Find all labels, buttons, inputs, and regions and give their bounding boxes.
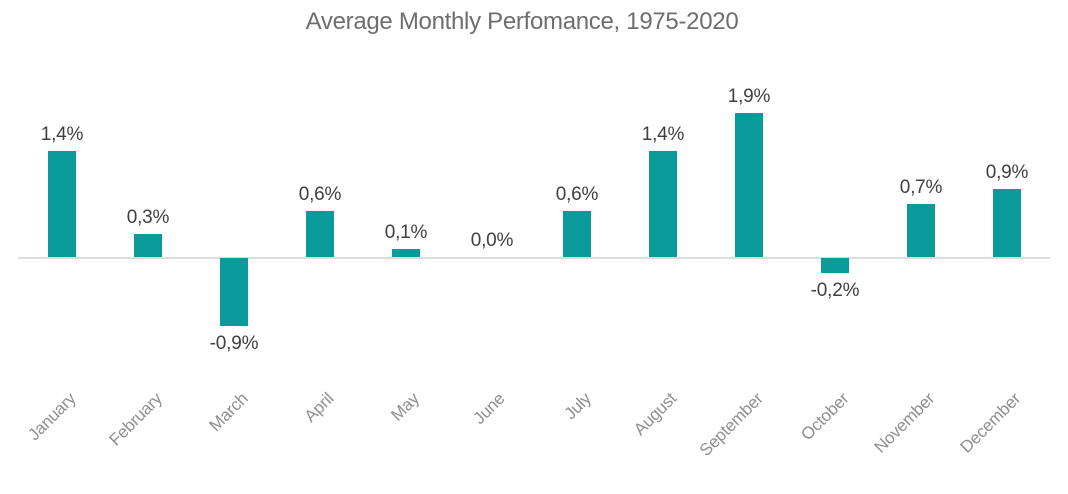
- bar-april: [306, 211, 334, 257]
- value-label-may: 0,1%: [384, 222, 428, 243]
- bar-october: [821, 258, 849, 273]
- value-label-september: 1,9%: [727, 86, 771, 107]
- axis-label-december: December: [956, 389, 1025, 457]
- bar-february: [134, 234, 162, 257]
- value-label-august: 1,4%: [641, 124, 685, 145]
- axis-label-july: July: [560, 389, 595, 424]
- axis-label-november: November: [870, 389, 939, 457]
- axis-label-january: January: [24, 389, 80, 445]
- axis-label-august: August: [630, 389, 681, 440]
- value-label-april: 0,6%: [298, 184, 342, 205]
- bar-september: [735, 113, 763, 257]
- axis-label-april: April: [300, 389, 338, 426]
- bar-july: [563, 211, 591, 257]
- bar-march: [220, 258, 248, 326]
- axis-label-june: June: [469, 389, 509, 428]
- x-axis-line: [18, 257, 1050, 259]
- bar-november: [907, 204, 935, 257]
- value-label-november: 0,7%: [899, 177, 943, 198]
- value-label-october: -0,2%: [810, 280, 860, 301]
- axis-label-may: May: [387, 389, 424, 425]
- axis-label-october: October: [797, 389, 853, 445]
- chart-title: Average Monthly Perfomance, 1975-2020: [305, 8, 739, 35]
- bar-may: [392, 249, 420, 257]
- axis-label-september: September: [695, 389, 767, 460]
- value-label-march: -0,9%: [209, 333, 259, 354]
- axis-label-march: March: [205, 389, 252, 436]
- value-label-december: 0,9%: [985, 162, 1029, 183]
- value-label-june: 0,0%: [470, 230, 514, 251]
- value-label-july: 0,6%: [555, 184, 599, 205]
- axis-label-february: February: [105, 389, 166, 450]
- bar-december: [993, 189, 1021, 257]
- value-label-february: 0,3%: [126, 207, 170, 228]
- bar-january: [48, 151, 76, 257]
- bar-august: [649, 151, 677, 257]
- value-label-january: 1,4%: [40, 124, 84, 145]
